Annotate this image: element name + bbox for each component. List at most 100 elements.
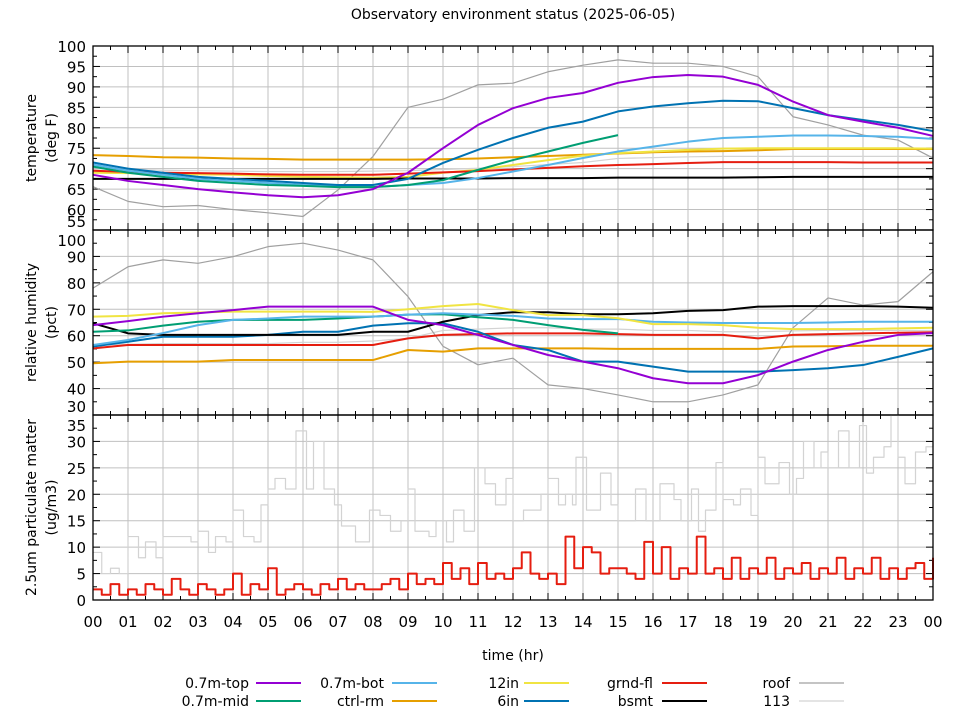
x-tick-label: 03 (188, 613, 207, 631)
series-line-0.7m-bot (92, 134, 934, 189)
legend-item-12in: 12in (488, 676, 569, 692)
legend-item-6in: 6in (497, 694, 569, 710)
x-tick-label: 22 (853, 613, 872, 631)
series-group (92, 59, 934, 218)
x-tick-label: 19 (748, 613, 767, 631)
y-tick-label: 5 (76, 566, 86, 584)
x-tick-label: 04 (223, 613, 242, 631)
legend-label: 113 (763, 694, 790, 710)
series-group (93, 414, 934, 596)
legend-label: 0.7m-top (185, 676, 249, 692)
x-tick-label: 21 (818, 613, 837, 631)
series-line-0.7m-bot (92, 312, 933, 346)
legend-label: 12in (488, 676, 519, 692)
legend-label: 6in (497, 694, 519, 710)
series-line-113 (92, 327, 933, 346)
series-line-roof (92, 242, 934, 403)
x-tick-label: 15 (608, 613, 627, 631)
y-tick-label: 75 (67, 140, 86, 158)
x-tick-label: 11 (468, 613, 487, 631)
legend-item-0.7m-mid: 0.7m-mid (182, 694, 301, 710)
y-tick-label: 30 (67, 398, 86, 416)
legend-label: ctrl-rm (337, 694, 384, 710)
y-axis-label: (ug/m3) (44, 480, 60, 536)
x-tick-label: 06 (293, 613, 312, 631)
y-tick-label: 55 (67, 213, 86, 231)
legend-item-113: 113 (763, 694, 844, 710)
y-tick-label: 40 (67, 381, 86, 399)
x-tick-label: 12 (503, 613, 522, 631)
y-tick-label: 90 (67, 79, 86, 97)
plot-frame (92, 414, 934, 601)
y-tick-label: 25 (67, 460, 86, 478)
y-axis-label: (pct) (44, 306, 60, 339)
y-axis-label: (deg F) (44, 113, 60, 163)
legend-item-roof: roof (762, 676, 844, 692)
chart-title: Observatory environment status (2025-06-… (351, 7, 675, 23)
y-tick-label: 80 (67, 275, 86, 293)
x-tick-label: 13 (538, 613, 557, 631)
y-tick-label: 50 (67, 354, 86, 372)
series-line-ctrl-rm (92, 344, 933, 365)
legend-label: roof (762, 676, 791, 692)
x-tick-label: 08 (363, 613, 382, 631)
series-line-113 (92, 155, 933, 173)
y-tick-label: 60 (67, 328, 86, 346)
y-axis-label: relative humidity (24, 263, 40, 382)
legend-item-bsmt: bsmt (618, 694, 707, 710)
x-tick-label: 00 (923, 613, 942, 631)
y-tick-label: 80 (67, 120, 86, 138)
x-tick-label: 18 (713, 613, 732, 631)
series-line-bsmt (92, 305, 934, 336)
y-tick-label: 20 (67, 486, 86, 504)
x-tick-label: 10 (433, 613, 452, 631)
legend-item-grnd-fl: grnd-fl (607, 676, 707, 692)
x-tick-labels: 00 01 02 03 04 05 06 07 08 09 10 11 12 13 14 15 16 17 18 19… (83, 613, 942, 631)
series-line-0.7m-top (92, 305, 934, 385)
y-tick-label: 70 (67, 301, 86, 319)
x-tick-label: 00 (83, 613, 102, 631)
legend-item-0.7m-top: 0.7m-top (185, 676, 301, 692)
y-tick-label: 30 (67, 433, 86, 451)
legend-label: bsmt (618, 694, 654, 710)
series-line-grnd-fl (92, 331, 934, 350)
legend: 0.7m-top 0.7m-mid 0.7m-bot ctrl-rm 12in 6in gr… (182, 676, 844, 710)
legend-label: 0.7m-bot (320, 676, 384, 692)
series-line-roof (92, 59, 934, 218)
x-tick-label: 02 (153, 613, 172, 631)
y-tick-label: 0 (76, 592, 86, 610)
y-tick-label: 35 (67, 417, 86, 435)
y-tick-label: 85 (67, 99, 86, 117)
series-line-12in (92, 147, 934, 179)
series-line-12in (92, 303, 934, 331)
y-tick-label: 100 (57, 38, 86, 56)
series-group (92, 242, 934, 403)
series-line-grnd-fl (92, 161, 933, 176)
y-tick-label: 60 (67, 202, 86, 220)
y-tick-label: 100 (57, 232, 86, 250)
legend-item-ctrl-rm: ctrl-rm (337, 694, 437, 710)
x-tick-label: 20 (783, 613, 802, 631)
x-tick-label: 01 (118, 613, 137, 631)
x-tick-label: 17 (678, 613, 697, 631)
x-tick-label: 14 (573, 613, 592, 631)
legend-item-0.7m-bot: 0.7m-bot (320, 676, 437, 692)
x-tick-label: 07 (328, 613, 347, 631)
y-axis-label: temperature (24, 94, 40, 182)
series-line-113 (93, 414, 934, 575)
series-line-0.7m-top (92, 74, 934, 199)
y-axis-label: 2.5um particulate matter (24, 419, 40, 596)
x-tick-label: 09 (398, 613, 417, 631)
x-tick-label: 16 (643, 613, 662, 631)
y-tick-label: 90 (67, 248, 86, 266)
y-tick-label: 15 (67, 513, 86, 531)
y-tick-label: 95 (67, 58, 86, 76)
y-tick-label: 65 (67, 181, 86, 199)
x-tick-label: 05 (258, 613, 277, 631)
y-tick-label: 70 (67, 161, 86, 179)
